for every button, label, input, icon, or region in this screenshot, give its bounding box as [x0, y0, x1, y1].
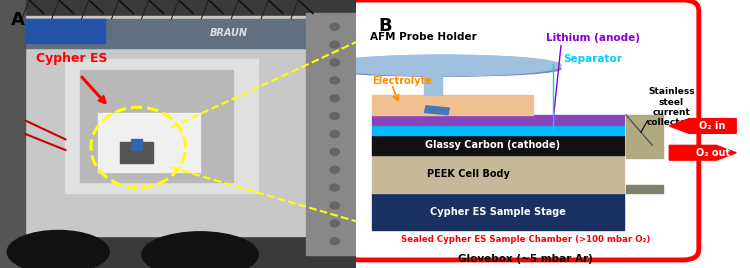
Bar [22, 19, 305, 48]
Bar [626, 185, 663, 193]
Bar [26, 19, 106, 43]
Text: Sealed Cypher ES Sample Chamber (>100 mbar O₂): Sealed Cypher ES Sample Chamber (>100 mb… [401, 235, 650, 244]
Ellipse shape [325, 61, 561, 76]
Bar [120, 142, 153, 163]
Text: O₂ out: O₂ out [695, 148, 730, 158]
Text: Electrolyte: Electrolyte [372, 76, 432, 87]
Bar [131, 139, 142, 150]
Ellipse shape [325, 55, 561, 76]
Circle shape [330, 184, 340, 191]
Circle shape [330, 148, 340, 155]
Circle shape [330, 113, 340, 120]
Text: Cypher ES Sample Stage: Cypher ES Sample Stage [430, 207, 566, 217]
Circle shape [330, 77, 340, 84]
FancyBboxPatch shape [344, 0, 699, 260]
FancyArrow shape [669, 118, 736, 133]
Circle shape [330, 202, 340, 209]
Bar [305, 13, 364, 255]
Bar [65, 59, 258, 193]
Text: A: A [11, 11, 25, 29]
Bar [80, 70, 232, 182]
FancyArrow shape [669, 145, 736, 160]
Text: Separator: Separator [563, 54, 622, 64]
Bar [372, 125, 624, 135]
Text: Glassy Carbon (cathode): Glassy Carbon (cathode) [424, 140, 560, 150]
Text: B: B [378, 17, 392, 35]
Bar [372, 115, 624, 125]
Bar [424, 65, 442, 95]
Ellipse shape [142, 232, 258, 268]
Circle shape [330, 131, 340, 137]
Bar [372, 95, 533, 115]
Bar [372, 135, 624, 155]
Bar [98, 113, 200, 172]
Text: O₂ in: O₂ in [700, 121, 726, 131]
Circle shape [330, 238, 340, 245]
Circle shape [330, 59, 340, 66]
Text: Lithium (anode): Lithium (anode) [545, 32, 640, 43]
Bar [424, 106, 449, 115]
Circle shape [330, 23, 340, 30]
Circle shape [330, 41, 340, 48]
Bar [22, 16, 305, 236]
Circle shape [330, 166, 340, 173]
Text: Stainless
steel
current
collectors: Stainless steel current collectors [646, 87, 696, 127]
Text: Cypher ES: Cypher ES [36, 52, 108, 65]
Bar [0, 0, 26, 268]
Bar [372, 193, 624, 230]
Ellipse shape [8, 230, 109, 268]
Circle shape [330, 95, 340, 102]
Circle shape [330, 220, 340, 227]
Bar [626, 115, 663, 158]
Text: PEEK Cell Body: PEEK Cell Body [427, 169, 510, 179]
Text: Glovebox (~5 mbar Ar): Glovebox (~5 mbar Ar) [458, 254, 593, 264]
Text: AFM Probe Holder: AFM Probe Holder [370, 32, 476, 42]
Bar [372, 155, 624, 193]
Text: BRAUN: BRAUN [210, 28, 248, 39]
Ellipse shape [325, 55, 561, 76]
